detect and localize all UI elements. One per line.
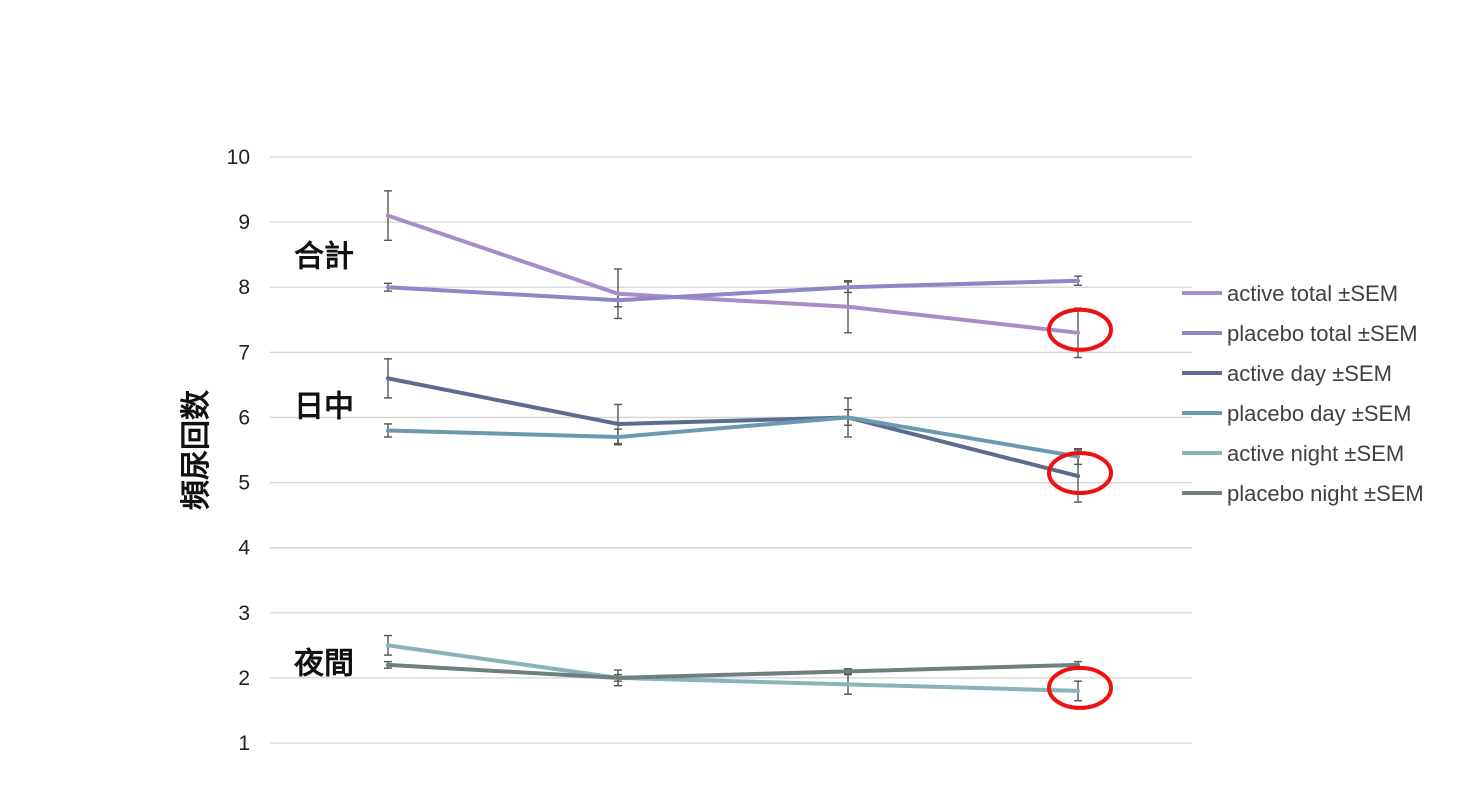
data-point-s3-p4: [1076, 474, 1080, 479]
series-line-2: [386, 278, 1080, 303]
data-point-s6-p1: [386, 662, 390, 667]
data-point-s1-p1: [386, 213, 390, 218]
data-point-s6-p4: [1076, 662, 1080, 667]
highlight-circle-2: [1047, 451, 1113, 496]
legend-item-3: active day ±SEM: [1182, 361, 1392, 386]
data-point-s1-p4: [1076, 330, 1080, 335]
y-tick-label-3: 3: [238, 602, 250, 625]
y-tick-label-1: 1: [238, 732, 250, 755]
data-point-s5-p1: [386, 643, 390, 648]
data-point-s2-p1: [386, 285, 390, 290]
data-point-s3-p2: [616, 421, 620, 426]
legend: active total ±SEM placebo total ±SEM activ…: [1182, 281, 1424, 506]
legend-label: active day ±SEM: [1227, 361, 1392, 386]
series-line-1: [386, 213, 1080, 335]
legend-item-1: active total ±SEM: [1182, 281, 1398, 306]
y-axis-ticks: 1 2 3 4 5 6 7 8 9 10: [227, 146, 251, 755]
legend-item-5: active night ±SEM: [1182, 441, 1404, 466]
y-tick-label-9: 9: [238, 211, 250, 234]
highlight-circle-3: [1047, 665, 1113, 710]
y-tick-label-8: 8: [238, 276, 250, 299]
legend-item-6: placebo night ±SEM: [1182, 481, 1424, 506]
y-tick-label-5: 5: [238, 472, 250, 495]
data-point-s4-p2: [616, 434, 620, 439]
gridlines: [270, 156, 1192, 744]
y-tick-label-4: 4: [238, 537, 250, 560]
series-line-5: [386, 643, 1080, 693]
series-line-6: [386, 662, 1080, 680]
data-point-s2-p4: [1076, 278, 1080, 283]
data-point-s5-p4: [1076, 688, 1080, 693]
data-point-s2-p2: [616, 298, 620, 303]
y-axis-label: 頻尿回数: [179, 389, 214, 510]
data-point-s6-p3: [846, 669, 850, 674]
legend-label: placebo night ±SEM: [1227, 481, 1424, 506]
data-point-s4-p3: [846, 415, 850, 420]
legend-item-2: placebo total ±SEM: [1182, 321, 1418, 346]
legend-label: placebo total ±SEM: [1227, 321, 1418, 346]
data-point-s2-p3: [846, 285, 850, 290]
data-point-s3-p1: [386, 376, 390, 381]
highlight-circle-1: [1047, 307, 1113, 352]
legend-label: active night ±SEM: [1227, 441, 1404, 466]
data-point-s1-p2: [616, 291, 620, 296]
data-point-s6-p2: [616, 675, 620, 680]
series-line-4: [386, 415, 1080, 459]
data-point-s4-p4: [1076, 454, 1080, 459]
data-point-s1-p3: [846, 304, 850, 309]
data-point-s4-p1: [386, 428, 390, 433]
group-label-1: 合計: [294, 240, 354, 275]
group-label-2: 日中: [294, 389, 354, 424]
legend-item-4: placebo day ±SEM: [1182, 401, 1412, 426]
y-tick-label-7: 7: [238, 341, 250, 364]
group-label-3: 夜間: [293, 647, 354, 682]
series-lines: [386, 213, 1080, 693]
highlight-circles: [1047, 307, 1113, 710]
legend-label: active total ±SEM: [1227, 281, 1398, 306]
error-bars: [384, 190, 1082, 702]
y-tick-label-2: 2: [238, 667, 250, 690]
y-tick-label-10: 10: [227, 146, 250, 169]
legend-label: placebo day ±SEM: [1227, 401, 1412, 426]
data-point-s5-p3: [846, 682, 850, 687]
y-tick-label-6: 6: [238, 406, 250, 429]
series-line-3: [386, 376, 1080, 479]
